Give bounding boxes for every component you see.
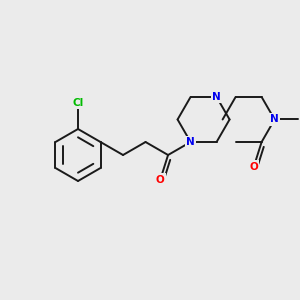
Text: Cl: Cl xyxy=(72,98,84,108)
Text: N: N xyxy=(186,137,195,147)
Text: O: O xyxy=(249,162,258,172)
Text: N: N xyxy=(186,137,195,147)
Text: O: O xyxy=(156,175,165,185)
Text: N: N xyxy=(270,115,279,124)
Text: N: N xyxy=(212,92,221,102)
